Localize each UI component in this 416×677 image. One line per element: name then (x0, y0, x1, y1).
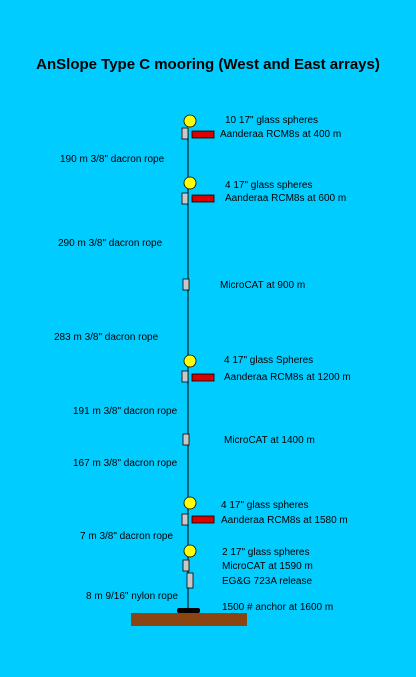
float-label: 10 17" glass spheres (225, 115, 319, 126)
current-meter-label: Aanderaa RCM8s at 1580 m (221, 515, 348, 526)
glass-sphere-float (183, 114, 197, 128)
microcat-instrument (182, 278, 190, 291)
instrument-housing (181, 192, 189, 205)
current-meter-label: Aanderaa RCM8s at 400 m (220, 129, 342, 140)
rope-label: 167 m 3/8" dacron rope (73, 458, 178, 469)
rope-label: 191 m 3/8" dacron rope (73, 406, 178, 417)
rope-label: 190 m 3/8" dacron rope (60, 154, 165, 165)
float-label: 2 17" glass spheres (222, 547, 310, 558)
acoustic-release (186, 572, 194, 589)
glass-sphere-float (183, 544, 197, 558)
rope-label: 290 m 3/8" dacron rope (58, 238, 163, 249)
current-meter-vane (191, 194, 215, 203)
current-meter-label: Aanderaa RCM8s at 600 m (225, 193, 347, 204)
glass-sphere-float (183, 496, 197, 510)
microcat-label: MicroCAT at 1590 m (222, 561, 313, 572)
glass-sphere-float (183, 354, 197, 368)
instrument-housing (181, 513, 189, 526)
anchor-label: 1500 # anchor at 1600 m (222, 602, 334, 613)
float-label: 4 17" glass Spheres (224, 355, 314, 366)
instrument-housing (181, 370, 189, 383)
anchor-weight (177, 608, 200, 613)
microcat-instrument (182, 433, 190, 446)
rope-label: 8 m 9/16" nylon rope (86, 591, 178, 602)
instrument-housing (181, 127, 189, 140)
rope-label: 7 m 3/8" dacron rope (80, 531, 174, 542)
float-label: 4 17" glass spheres (221, 500, 309, 511)
float-label: 4 17" glass spheres (225, 180, 313, 191)
current-meter-vane (191, 130, 215, 139)
release-label: EG&G 723A release (222, 576, 313, 587)
seafloor-anchor-base (131, 613, 247, 626)
current-meter-vane (191, 515, 215, 524)
rope-label: 283 m 3/8" dacron rope (54, 332, 159, 343)
microcat-instrument (182, 559, 190, 572)
diagram-title: AnSlope Type C mooring (West and East ar… (36, 56, 380, 73)
current-meter-vane (191, 373, 215, 382)
glass-sphere-float (183, 176, 197, 190)
current-meter-label: Aanderaa RCM8s at 1200 m (224, 372, 351, 383)
microcat-label: MicroCAT at 900 m (220, 280, 306, 291)
microcat-label: MicroCAT at 1400 m (224, 435, 315, 446)
